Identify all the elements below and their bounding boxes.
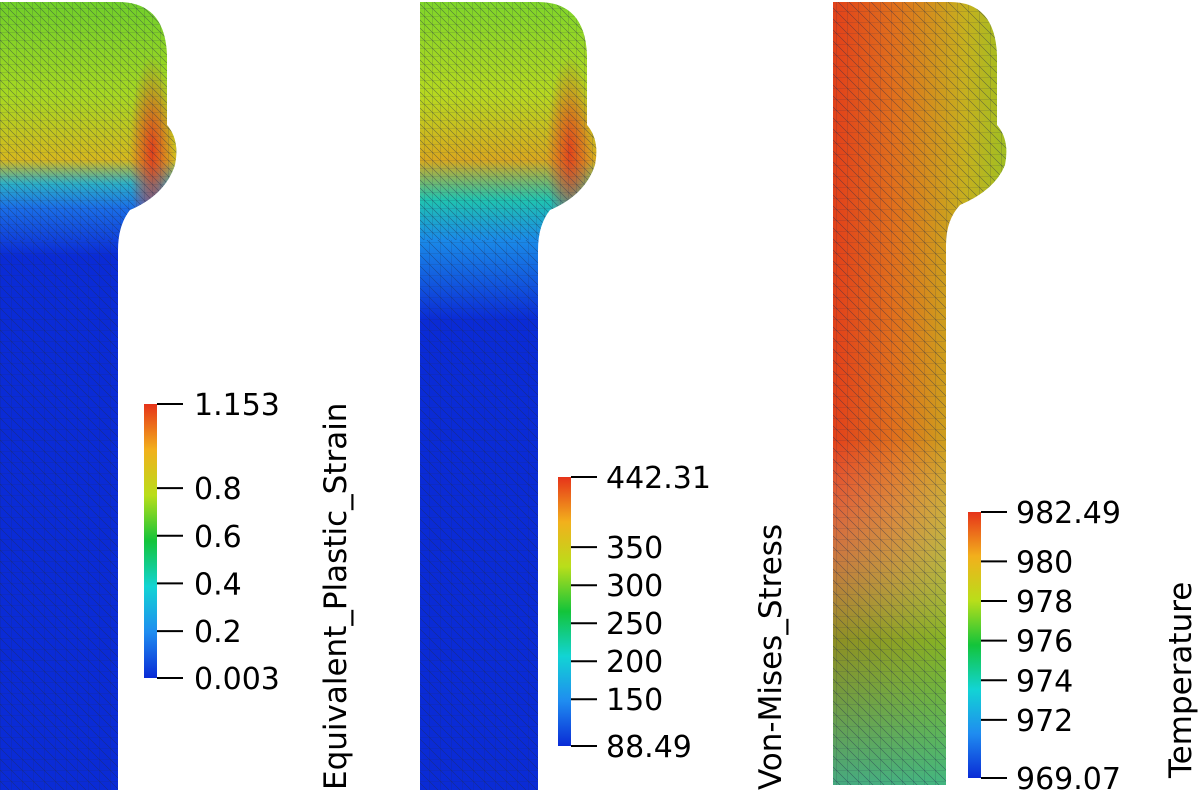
colorbar-tick-label: 350 xyxy=(606,531,663,566)
colorbar xyxy=(968,512,981,778)
colorbar-tick-label: 982.49 xyxy=(1016,496,1121,531)
colorbar-tick-label: 300 xyxy=(606,569,663,604)
color-legend-plastic-strain: 1.153 0.8 0.6 0.4 0.2 0.003 Equivalent_Plastic… xyxy=(144,388,354,790)
colorbar xyxy=(144,404,157,678)
colorbar-tick-label: 972 xyxy=(1016,704,1073,739)
colorbar-tick-label: 0.6 xyxy=(194,520,242,555)
colorbar-tick-label: 0.2 xyxy=(194,615,242,650)
colorbar-tick-label: 969.07 xyxy=(1016,762,1121,797)
colorbar-tick-label: 0.4 xyxy=(194,567,242,602)
colorbar-tick-label: 0.8 xyxy=(194,472,242,507)
colorbar-tick-label: 200 xyxy=(606,645,663,680)
color-legend-temperature: 982.49 980 978 976 974 972 969.07 Temperature xyxy=(968,496,1199,797)
colorbar-title: Equivalent_Plastic_Strain xyxy=(318,403,354,790)
specimen-plastic-strain xyxy=(0,2,177,790)
colorbar-tick-label: 250 xyxy=(606,607,663,642)
colorbar-tick-label: 974 xyxy=(1016,664,1073,699)
colorbar-tick-label: 150 xyxy=(606,683,663,718)
colorbar xyxy=(558,477,571,746)
specimen-von-mises-stress xyxy=(420,2,597,790)
colorbar-tick-label: 980 xyxy=(1016,545,1073,580)
colorbar-title: Temperature xyxy=(1163,582,1199,779)
colorbar-title: Von-Mises_Stress xyxy=(753,524,789,790)
colorbar-tick-label: 0.003 xyxy=(194,662,280,697)
colorbar-tick-label: 442.31 xyxy=(606,461,711,496)
colorbar-tick-label: 88.49 xyxy=(606,730,692,765)
colorbar-tick-label: 976 xyxy=(1016,625,1073,660)
colorbar-tick-label: 1.153 xyxy=(194,388,280,423)
colorbar-tick-label: 978 xyxy=(1016,585,1073,620)
